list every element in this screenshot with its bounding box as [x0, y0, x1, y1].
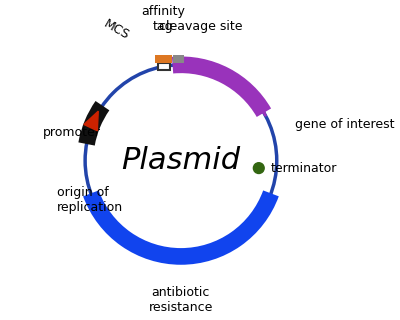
FancyBboxPatch shape	[172, 55, 184, 63]
FancyBboxPatch shape	[158, 62, 170, 70]
FancyBboxPatch shape	[156, 55, 172, 63]
Polygon shape	[84, 111, 98, 131]
Text: MCS: MCS	[102, 17, 132, 42]
Text: affinity
tag: affinity tag	[141, 5, 185, 33]
Text: promoter: promoter	[43, 126, 101, 139]
Text: cleavage site: cleavage site	[159, 20, 242, 33]
Text: origin of
replication: origin of replication	[57, 186, 123, 213]
Text: Plasmid: Plasmid	[121, 146, 240, 175]
Text: antibiotic
resistance: antibiotic resistance	[149, 286, 213, 314]
Text: terminator: terminator	[271, 162, 337, 175]
Circle shape	[253, 163, 264, 173]
Text: gene of interest: gene of interest	[295, 118, 394, 131]
